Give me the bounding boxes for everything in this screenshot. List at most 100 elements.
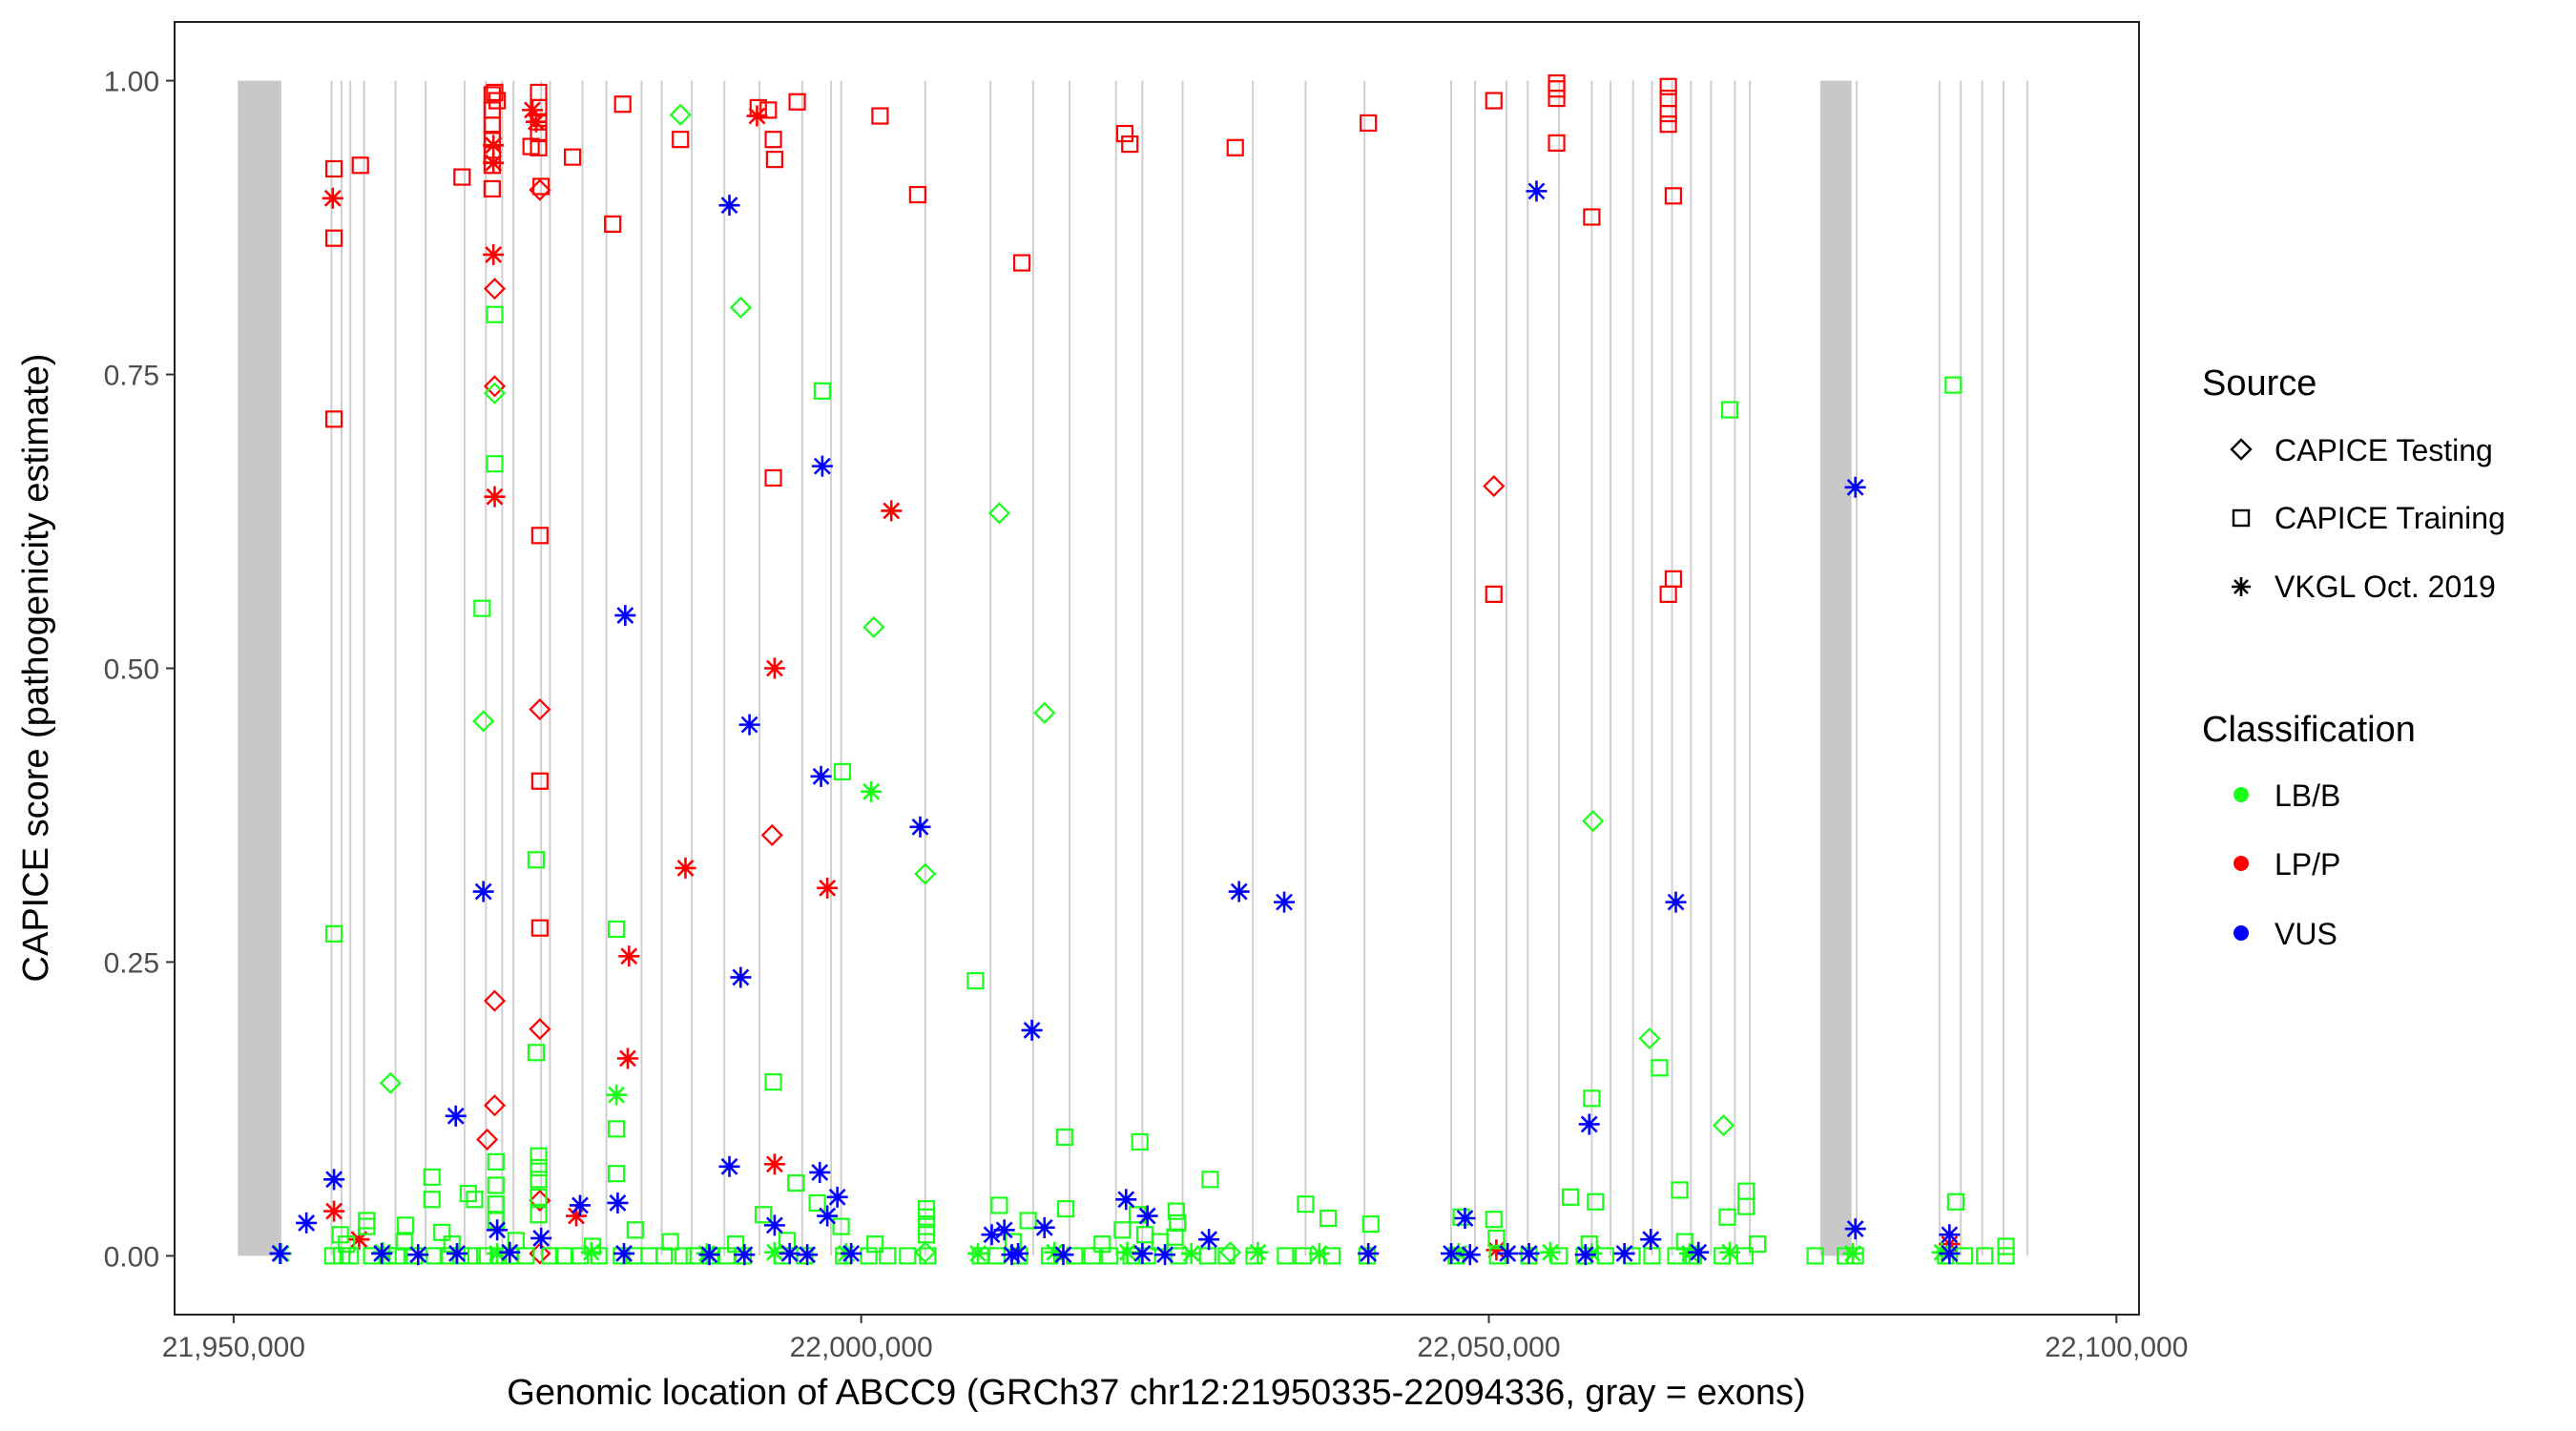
point-square [1358, 1247, 1376, 1265]
point-square [324, 229, 343, 247]
point-asterisk [1842, 1242, 1864, 1264]
point-asterisk [1459, 1244, 1481, 1266]
point-asterisk [445, 1105, 467, 1127]
point-square [541, 1247, 559, 1265]
point-square [1487, 1229, 1506, 1248]
point-square [517, 1247, 535, 1265]
point-square [1976, 1247, 1994, 1265]
point-asterisk [763, 1214, 785, 1236]
point-square [396, 1216, 415, 1234]
point-square [832, 1217, 850, 1235]
point-asterisk [1180, 1242, 1202, 1264]
point-square [358, 1217, 376, 1235]
point-square [324, 924, 343, 943]
point-square [486, 305, 504, 323]
point-asterisk [1021, 1019, 1043, 1041]
point-square [1664, 187, 1682, 205]
point-asterisk [817, 1205, 839, 1227]
asterisk-icon [2232, 577, 2251, 596]
point-asterisk [1688, 1241, 1710, 1263]
point-square [487, 1195, 505, 1213]
point-asterisk [817, 877, 839, 899]
point-asterisk [718, 195, 740, 217]
point-square [1169, 1213, 1187, 1233]
point-square [1361, 1215, 1380, 1234]
point-asterisk [1640, 1229, 1662, 1251]
point-square [608, 1165, 626, 1183]
diamond-icon [2230, 438, 2253, 461]
point-asterisk [841, 1242, 862, 1264]
point-asterisk [580, 1241, 602, 1263]
point-asterisk [675, 857, 696, 879]
point-square [530, 527, 549, 545]
exon-band [238, 80, 281, 1256]
point-asterisk [483, 152, 505, 174]
point-asterisk [323, 1169, 345, 1191]
legend-class-item: LB/B [2233, 778, 2340, 813]
point-asterisk [1526, 180, 1548, 202]
point-square [813, 382, 831, 400]
point-diamond [483, 278, 507, 301]
point-diamond [483, 382, 507, 404]
point-square [1115, 124, 1134, 143]
y-axis-label: CAPICE score (pathogenicity estimate) [16, 354, 56, 983]
point-asterisk [993, 1219, 1015, 1241]
point-square [1485, 1211, 1503, 1229]
point-square [342, 1247, 360, 1265]
point-asterisk [797, 1244, 819, 1266]
point-square [990, 1196, 1008, 1214]
point-square [443, 1234, 461, 1254]
point-diamond [987, 502, 1010, 525]
point-asterisk [1539, 1241, 1561, 1263]
square-icon [2232, 508, 2251, 528]
point-asterisk [1274, 891, 1296, 913]
point-square [1997, 1247, 2015, 1265]
point-asterisk [738, 714, 760, 736]
point-square [1294, 1247, 1312, 1265]
point-square [1083, 1247, 1101, 1265]
point-asterisk [618, 945, 640, 967]
x-tick-label: 21,950,000 [162, 1332, 305, 1363]
x-tick-label: 22,100,000 [2045, 1332, 2188, 1363]
point-square [433, 1223, 451, 1241]
point-square [917, 1226, 936, 1244]
point-square [1737, 1197, 1755, 1215]
point-asterisk [698, 1244, 720, 1266]
point-diamond [529, 1018, 551, 1041]
point-diamond [483, 375, 507, 398]
point-diamond [483, 1094, 507, 1117]
point-asterisk [811, 455, 833, 477]
point-square [473, 599, 491, 617]
point-square [530, 1206, 548, 1224]
point-asterisk [1044, 1241, 1066, 1263]
point-asterisk [763, 1153, 785, 1175]
point-square [324, 410, 343, 428]
point-diamond [862, 615, 885, 638]
point-asterisk [1665, 891, 1687, 913]
point-asterisk [499, 1241, 521, 1263]
point-square [604, 215, 622, 233]
point-square [613, 1247, 631, 1265]
point-square [764, 1072, 782, 1091]
point-square [488, 92, 507, 110]
point-square [1718, 1208, 1736, 1226]
point-square [423, 1168, 441, 1186]
point-asterisk [566, 1205, 588, 1227]
point-asterisk [1844, 1218, 1866, 1240]
point-square [1561, 1188, 1580, 1206]
x-tick-label: 22,000,000 [790, 1332, 933, 1363]
point-square [674, 1247, 692, 1265]
point-square [1055, 1128, 1073, 1147]
point-asterisk [1115, 1189, 1137, 1211]
point-square [613, 95, 632, 114]
point-asterisk [371, 1242, 393, 1264]
point-asterisk [1719, 1241, 1741, 1263]
point-square [1667, 1247, 1685, 1265]
point-asterisk [1198, 1229, 1220, 1251]
y-tick-label: 0.75 [104, 361, 159, 392]
point-diamond [529, 178, 551, 201]
color-dot-icon [2233, 787, 2249, 802]
point-square [1012, 254, 1031, 272]
point-square [1277, 1247, 1295, 1265]
point-asterisk [734, 1244, 756, 1266]
